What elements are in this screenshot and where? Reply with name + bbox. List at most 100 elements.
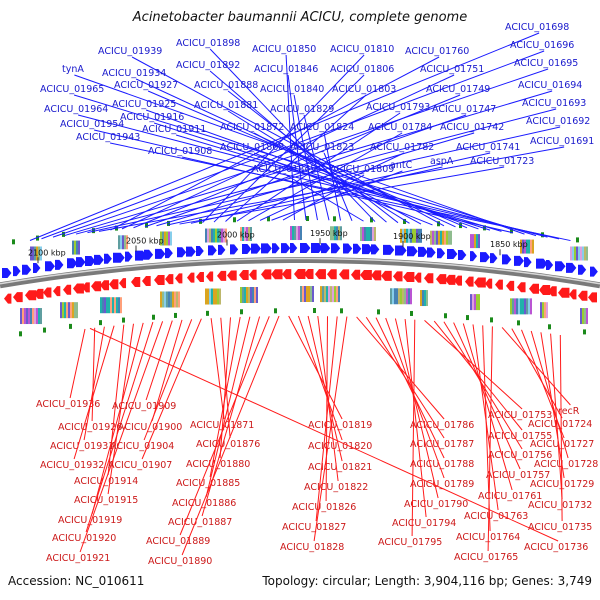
forward-gene-arrow <box>22 264 32 275</box>
feature-band-upper <box>580 246 582 261</box>
feature-band-lower <box>20 308 22 325</box>
feature-band-upper <box>40 246 42 261</box>
forward-gene-label: ACICU_01782 <box>370 142 434 153</box>
feature-band-lower <box>72 302 74 319</box>
forward-gene-label: ACICU_01898 <box>176 38 240 49</box>
feature-band-upper <box>246 227 248 242</box>
feature-band-lower <box>420 290 422 307</box>
forward-gene-label: ACICU_01934 <box>102 68 166 79</box>
reverse-gene-arrow <box>187 272 195 283</box>
forward-gene-arrow <box>242 243 252 254</box>
feature-band-lower <box>26 308 28 325</box>
rna-marker-upper <box>333 216 336 222</box>
feature-band-lower <box>302 286 304 302</box>
reverse-gene-arrow <box>4 293 12 304</box>
reverse-gene-arrow <box>436 274 447 285</box>
feature-band-lower <box>516 298 518 315</box>
forward-label-leader <box>248 132 403 222</box>
forward-gene-arrow <box>470 251 478 262</box>
rna-marker-upper <box>459 223 462 229</box>
forward-label-leader <box>190 166 443 224</box>
reverse-label-leader <box>209 316 241 478</box>
forward-gene-label: ACICU_01939 <box>98 46 162 57</box>
feature-band-lower <box>528 298 530 315</box>
feature-band-lower <box>400 288 402 305</box>
reverse-gene-arrow <box>495 279 503 290</box>
reverse-gene-label: ACICU_01822 <box>304 482 368 493</box>
feature-band-lower <box>326 286 328 303</box>
rna-marker-upper <box>576 237 579 243</box>
feature-band-upper <box>366 227 368 242</box>
feature-band-lower <box>580 308 582 325</box>
feature-band-lower <box>394 288 396 305</box>
feature-band-lower <box>66 302 68 319</box>
feature-band-upper <box>340 226 342 241</box>
forward-gene-arrow <box>165 248 173 259</box>
feature-band-lower <box>30 308 32 325</box>
forward-label-leader <box>52 68 549 238</box>
reverse-gene-label: ACICU_01920 <box>52 533 116 544</box>
feature-band-upper <box>400 228 402 243</box>
reverse-label-leader <box>375 317 445 459</box>
reverse-gene-arrow <box>100 280 110 291</box>
reverse-gene-label: ACICU_01932 <box>40 460 104 471</box>
forward-gene-label: ACICU_01691 <box>530 136 594 147</box>
reverse-label-leader <box>315 316 338 522</box>
forward-gene-arrow <box>480 252 490 263</box>
reverse-gene-label: ACICU_01936 <box>36 399 100 410</box>
rna-marker-lower <box>240 309 243 315</box>
reverse-gene-label: ACICU_01900 <box>118 422 182 433</box>
feature-band-lower <box>522 298 524 315</box>
forward-gene-arrow <box>76 257 86 268</box>
forward-gene-arrow <box>55 259 64 270</box>
forward-gene-arrow <box>218 244 226 255</box>
forward-gene-arrow <box>104 253 112 264</box>
reverse-gene-label: ACICU_01907 <box>108 460 172 471</box>
reverse-gene-arrow <box>73 283 84 294</box>
feature-band-lower <box>402 288 404 305</box>
feature-band-lower <box>32 308 34 325</box>
feature-band-upper <box>532 239 534 254</box>
forward-gene-arrow <box>502 254 512 265</box>
feature-band-upper <box>330 226 332 241</box>
feature-band-upper <box>209 228 211 243</box>
forward-gene-arrow <box>490 253 498 264</box>
rna-marker-lower <box>410 310 413 316</box>
forward-label-leader <box>259 152 405 221</box>
reverse-gene-label: ACICU_01887 <box>168 517 232 528</box>
reverse-label-leader <box>411 319 416 537</box>
forward-gene-arrow <box>251 243 262 254</box>
reverse-gene-arrow <box>239 270 249 281</box>
feature-band-lower <box>205 288 207 305</box>
feature-band-lower <box>102 297 104 314</box>
reverse-label-leader <box>151 319 183 422</box>
feature-band-upper <box>572 246 574 261</box>
reverse-gene-arrow <box>485 278 493 289</box>
forward-label-leader <box>271 170 403 221</box>
feature-band-lower <box>338 286 340 303</box>
forward-label-leader <box>29 32 540 241</box>
reverse-label-leader <box>91 322 144 515</box>
feature-band-lower <box>310 286 312 302</box>
reverse-label-leader <box>85 321 154 533</box>
feature-band-lower <box>306 286 308 302</box>
feature-band-upper <box>476 234 478 249</box>
rna-marker-upper <box>62 231 65 237</box>
forward-gene-arrow <box>196 246 204 257</box>
feature-band-lower <box>36 308 38 325</box>
reverse-gene-label: ACICU_01727 <box>530 439 594 450</box>
reverse-gene-arrow <box>445 274 456 285</box>
rna-marker-lower <box>206 310 209 316</box>
feature-band-upper <box>290 226 292 241</box>
feature-band-lower <box>60 302 62 319</box>
feature-band-lower <box>213 288 215 305</box>
feature-band-lower <box>68 302 70 319</box>
forward-gene-arrow <box>371 244 380 255</box>
feature-band-lower <box>104 297 106 314</box>
feature-band-lower <box>250 287 252 304</box>
feature-band-lower <box>542 302 544 319</box>
reverse-label-leader <box>210 318 225 420</box>
forward-gene-label: ACICU_01698 <box>505 22 569 33</box>
reverse-label-leader <box>307 315 343 462</box>
forward-label-leader <box>253 152 433 226</box>
